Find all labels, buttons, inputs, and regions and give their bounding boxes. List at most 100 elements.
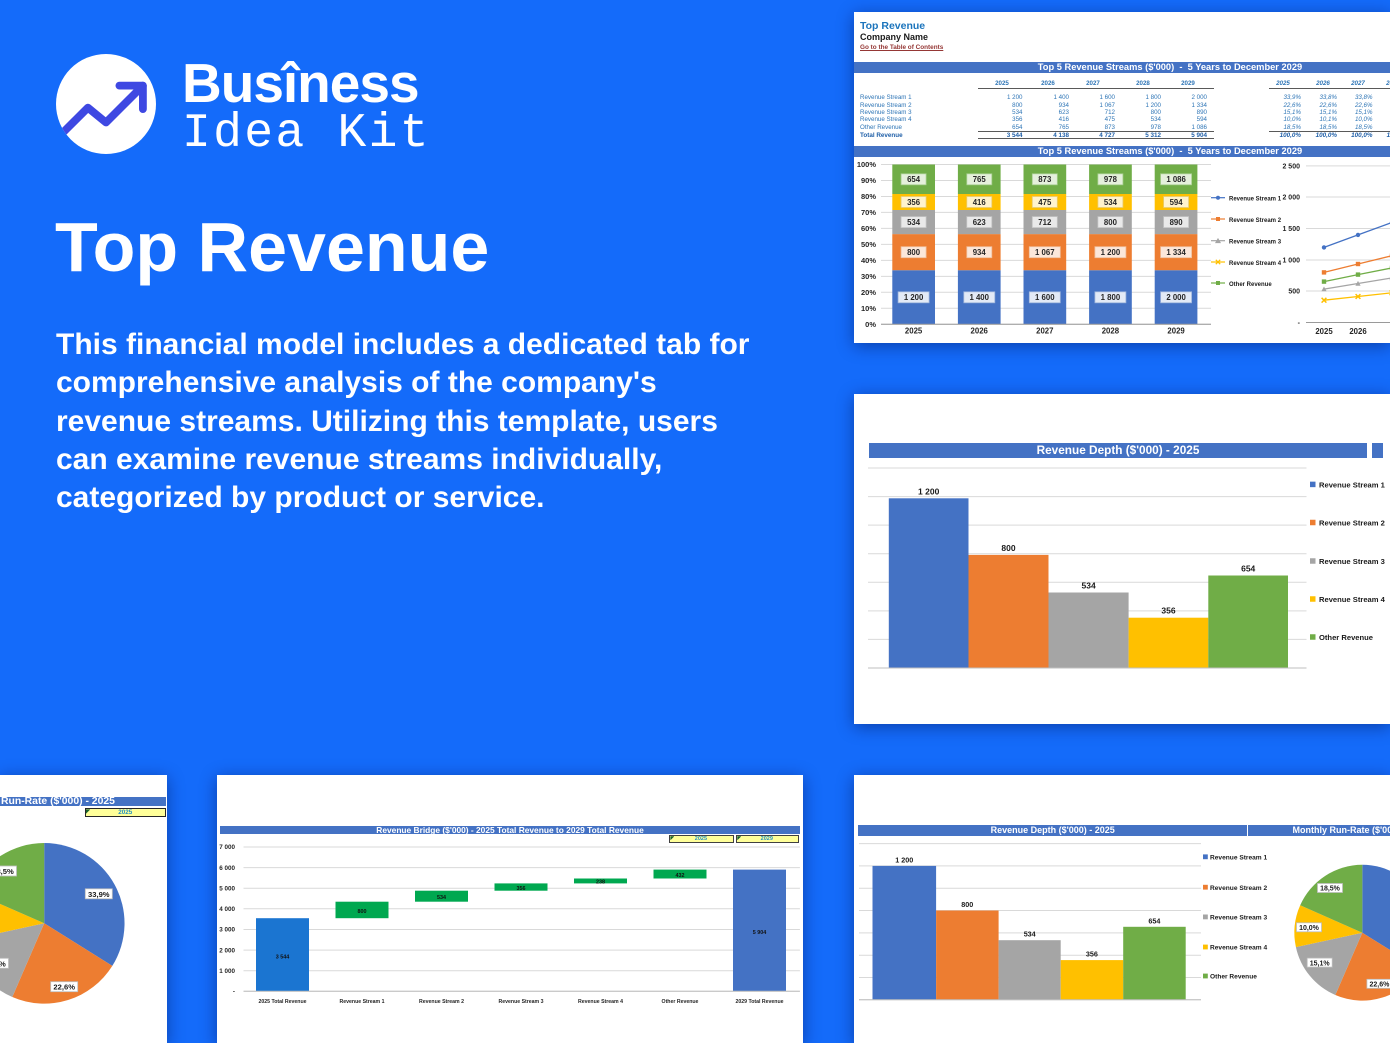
svg-text:70%: 70% — [861, 208, 876, 217]
svg-text:534: 534 — [1024, 930, 1036, 939]
svg-text:90%: 90% — [861, 176, 876, 185]
svg-text:356: 356 — [517, 886, 526, 892]
svg-text:1 200: 1 200 — [904, 293, 924, 302]
svg-text:1 086: 1 086 — [1166, 175, 1186, 184]
svg-text:Other Revenue: Other Revenue — [1229, 282, 1272, 288]
svg-text:356: 356 — [907, 198, 921, 207]
svg-text:18,5%: 18,5% — [1320, 886, 1341, 893]
svg-text:623: 623 — [973, 218, 987, 227]
svg-text:Revenue Stream 1: Revenue Stream 1 — [340, 999, 385, 1005]
svg-text:654: 654 — [1148, 916, 1160, 925]
svg-text:1 000: 1 000 — [1282, 258, 1300, 265]
svg-text:2027: 2027 — [1036, 327, 1053, 336]
svg-text:Revenue Stream 4: Revenue Stream 4 — [578, 999, 623, 1005]
svg-text:1 200: 1 200 — [918, 486, 940, 496]
svg-text:534: 534 — [437, 895, 446, 901]
svg-text:Revenue Stream 2: Revenue Stream 2 — [1210, 885, 1268, 892]
svg-text:2 000: 2 000 — [1282, 195, 1300, 202]
svg-text:1 067: 1 067 — [1035, 248, 1055, 257]
svg-text:534: 534 — [1104, 198, 1118, 207]
svg-text:432: 432 — [676, 873, 685, 879]
svg-text:873: 873 — [1038, 175, 1052, 184]
svg-text:6 000: 6 000 — [219, 865, 235, 872]
svg-text:800: 800 — [961, 900, 973, 909]
svg-text:15,1%: 15,1% — [0, 959, 6, 968]
svg-text:934: 934 — [973, 248, 987, 257]
svg-text:238: 238 — [596, 880, 605, 886]
svg-text:Revenue Stream 1: Revenue Stream 1 — [1319, 480, 1386, 489]
svg-text:15,1%: 15,1% — [1310, 960, 1331, 967]
svg-text:10%: 10% — [861, 304, 876, 313]
svg-text:50%: 50% — [861, 240, 876, 249]
svg-text:Revenue Stream 3: Revenue Stream 3 — [1319, 557, 1385, 566]
svg-text:1 200: 1 200 — [895, 855, 913, 864]
svg-text:2 000: 2 000 — [219, 947, 235, 954]
svg-text:22,6%: 22,6% — [53, 983, 75, 992]
svg-text:5 904: 5 904 — [753, 930, 767, 936]
svg-text:1 500: 1 500 — [1282, 226, 1300, 233]
svg-text:22,6%: 22,6% — [1369, 982, 1390, 989]
svg-text:1 334: 1 334 — [1166, 248, 1186, 257]
svg-text:2026: 2026 — [1349, 327, 1367, 336]
svg-text:Revenue Stream 3: Revenue Stream 3 — [1210, 915, 1268, 922]
svg-text:1 400: 1 400 — [969, 293, 989, 302]
svg-text:80%: 80% — [861, 192, 876, 201]
svg-text:7 000: 7 000 — [219, 844, 235, 851]
svg-text:534: 534 — [907, 218, 921, 227]
svg-text:800: 800 — [358, 909, 367, 915]
svg-text:-: - — [233, 989, 235, 996]
svg-text:4 000: 4 000 — [219, 906, 235, 913]
svg-text:1 600: 1 600 — [1035, 293, 1055, 302]
svg-text:356: 356 — [1086, 950, 1098, 959]
svg-text:Revenue Stream 4: Revenue Stream 4 — [1229, 261, 1282, 267]
svg-text:0%: 0% — [865, 320, 876, 329]
svg-text:Revenue Stream 2: Revenue Stream 2 — [1319, 519, 1385, 528]
svg-text:Revenue Stream 2: Revenue Stream 2 — [1229, 218, 1282, 224]
svg-text:-: - — [1298, 320, 1301, 327]
svg-text:Other Revenue: Other Revenue — [1210, 974, 1257, 981]
svg-text:654: 654 — [1241, 564, 1255, 574]
svg-text:1 800: 1 800 — [1101, 293, 1121, 302]
svg-text:1 200: 1 200 — [1101, 248, 1121, 257]
svg-text:475: 475 — [1038, 198, 1052, 207]
svg-text:2026: 2026 — [971, 327, 989, 336]
svg-text:800: 800 — [907, 248, 921, 257]
svg-text:Revenue Stream 4: Revenue Stream 4 — [1319, 595, 1386, 604]
svg-text:Other Revenue: Other Revenue — [1319, 633, 1373, 642]
svg-text:Other Revenue: Other Revenue — [662, 999, 699, 1005]
svg-text:2029 Total Revenue: 2029 Total Revenue — [735, 999, 783, 1005]
svg-text:60%: 60% — [861, 224, 876, 233]
svg-text:33,9%: 33,9% — [88, 890, 110, 899]
svg-text:712: 712 — [1038, 218, 1052, 227]
svg-text:654: 654 — [907, 175, 921, 184]
svg-text:2025: 2025 — [1315, 327, 1333, 336]
svg-text:5 000: 5 000 — [219, 885, 235, 892]
svg-text:2029: 2029 — [1167, 327, 1185, 336]
svg-text:2 500: 2 500 — [1282, 164, 1300, 171]
svg-text:100%: 100% — [857, 160, 877, 169]
svg-text:594: 594 — [1170, 198, 1184, 207]
svg-text:20%: 20% — [861, 288, 876, 297]
svg-text:2025 Total Revenue: 2025 Total Revenue — [258, 999, 306, 1005]
svg-text:800: 800 — [1104, 218, 1118, 227]
svg-text:1 000: 1 000 — [219, 968, 235, 975]
svg-text:800: 800 — [1001, 543, 1015, 553]
svg-text:Revenue Stream 1: Revenue Stream 1 — [1229, 197, 1282, 203]
svg-text:500: 500 — [1288, 289, 1300, 296]
svg-text:30%: 30% — [861, 272, 876, 281]
svg-text:978: 978 — [1104, 175, 1118, 184]
svg-text:Revenue Stream 1: Revenue Stream 1 — [1210, 855, 1268, 862]
svg-text:2 000: 2 000 — [1166, 293, 1186, 302]
svg-text:Revenue Stream 4: Revenue Stream 4 — [1210, 945, 1268, 952]
svg-text:18,5%: 18,5% — [0, 867, 14, 876]
svg-text:2028: 2028 — [1102, 327, 1120, 336]
svg-text:534: 534 — [1082, 581, 1096, 591]
svg-text:3 000: 3 000 — [219, 927, 235, 934]
svg-text:Revenue Stream 2: Revenue Stream 2 — [419, 999, 464, 1005]
svg-text:3 544: 3 544 — [276, 955, 290, 961]
svg-text:416: 416 — [973, 198, 987, 207]
svg-text:765: 765 — [973, 175, 987, 184]
svg-text:890: 890 — [1170, 218, 1184, 227]
svg-text:2025: 2025 — [905, 327, 923, 336]
svg-text:Revenue Stream 3: Revenue Stream 3 — [1229, 240, 1282, 246]
